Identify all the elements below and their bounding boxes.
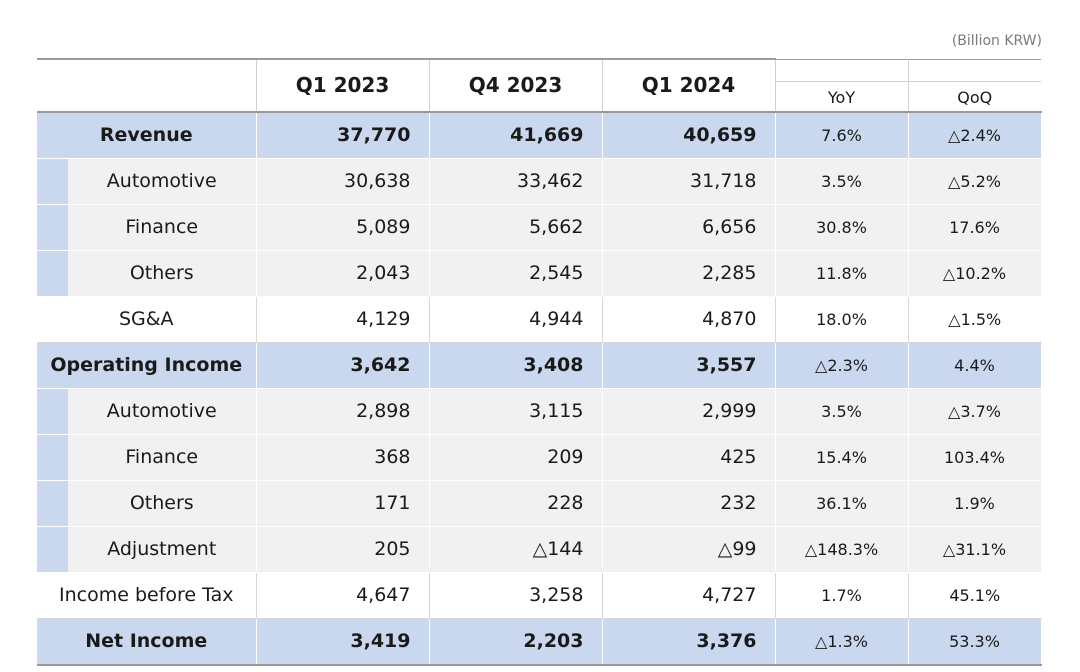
value-q1-2023: 368	[256, 434, 430, 481]
value-yoy: 7.6%	[775, 111, 909, 159]
value-yoy: △1.3%	[775, 618, 909, 666]
value-q1-2023: 2,898	[256, 388, 430, 435]
value-qoq: △10.2%	[908, 250, 1042, 297]
value-q4-2023: 4,944	[429, 296, 603, 343]
table-row: Finance 5,089 5,662 6,656 30.8% 17.6%	[37, 204, 1042, 251]
table-row: Net Income 3,419 2,203 3,376 △1.3% 53.3%	[37, 618, 1042, 666]
row-label: Automotive	[37, 158, 257, 205]
table-body: Revenue 37,770 41,669 40,659 7.6% △2.4% Automo…	[37, 111, 1042, 666]
value-q4-2023: 3,258	[429, 572, 603, 619]
table-row: Automotive 2,898 3,115 2,999 3.5% △3.7%	[37, 388, 1042, 435]
value-q1-2023: 30,638	[256, 158, 430, 205]
unit-label: (Billion KRW)	[951, 33, 1042, 49]
row-label: Income before Tax	[37, 572, 257, 619]
row-label: Revenue	[37, 111, 257, 159]
value-q4-2023: 3,115	[429, 388, 603, 435]
row-label: Automotive	[37, 388, 257, 435]
value-qoq: △1.5%	[908, 296, 1041, 343]
value-q1-2023: 2,043	[256, 250, 430, 297]
value-qoq: 1.9%	[908, 480, 1042, 527]
table-row: Others 171 228 232 36.1% 1.9%	[37, 480, 1042, 527]
value-qoq: 45.1%	[908, 572, 1041, 619]
value-q1-2024: 3,376	[602, 618, 776, 666]
table-row: Automotive 30,638 33,462 31,718 3.5% △5.2%	[37, 158, 1042, 205]
value-q1-2024: 40,659	[602, 111, 776, 159]
table-row: Finance 368 209 425 15.4% 103.4%	[37, 434, 1042, 481]
table-row: SG&A 4,129 4,944 4,870 18.0% △1.5%	[37, 296, 1041, 343]
value-q1-2023: 3,642	[256, 342, 430, 389]
row-label: SG&A	[37, 296, 257, 343]
value-q4-2023: 228	[429, 480, 603, 527]
header-qoq: QoQ	[908, 58, 1041, 113]
header-q1-2024: Q1 2024	[602, 58, 776, 113]
header-row: Q1 2023 Q4 2023 Q1 2024 YoY QoQ	[37, 58, 1041, 113]
row-label: Finance	[37, 204, 257, 251]
value-q1-2023: 37,770	[256, 111, 430, 159]
value-qoq: 103.4%	[908, 434, 1042, 481]
row-label: Others	[37, 250, 257, 297]
value-qoq: △5.2%	[908, 158, 1042, 205]
table-row: Adjustment 205 △144 △99 △148.3% △31.1%	[37, 526, 1042, 573]
value-yoy: 3.5%	[775, 158, 909, 205]
value-q4-2023: 3,408	[429, 342, 603, 389]
value-yoy: 11.8%	[775, 250, 909, 297]
row-label: Finance	[37, 434, 257, 481]
row-label: Adjustment	[37, 526, 257, 573]
value-q4-2023: 2,203	[429, 618, 603, 666]
value-yoy: △148.3%	[775, 526, 909, 573]
value-q1-2024: 2,999	[602, 388, 776, 435]
value-q1-2024: 425	[602, 434, 776, 481]
value-qoq: 4.4%	[908, 342, 1042, 389]
value-q4-2023: 33,462	[429, 158, 603, 205]
value-q1-2024: 2,285	[602, 250, 776, 297]
value-q1-2023: 205	[256, 526, 430, 573]
value-q1-2024: 3,557	[602, 342, 776, 389]
header-label-cell	[37, 58, 257, 113]
header-q1-2023: Q1 2023	[256, 58, 430, 113]
value-qoq: △3.7%	[908, 388, 1042, 435]
value-q4-2023: △144	[429, 526, 603, 573]
value-q1-2023: 4,647	[256, 572, 430, 619]
row-label: Operating Income	[37, 342, 257, 389]
financial-table: Q1 2023 Q4 2023 Q1 2024 YoY QoQ Revenue 3…	[37, 58, 1042, 666]
value-yoy: 3.5%	[775, 388, 909, 435]
value-yoy: 36.1%	[775, 480, 909, 527]
value-q1-2023: 3,419	[256, 618, 430, 666]
row-label: Others	[37, 480, 257, 527]
value-q1-2023: 171	[256, 480, 430, 527]
value-q1-2023: 4,129	[256, 296, 430, 343]
header-yoy: YoY	[775, 58, 909, 113]
value-q1-2024: 4,727	[602, 572, 776, 619]
row-label: Net Income	[37, 618, 257, 666]
header-q4-2023: Q4 2023	[429, 58, 603, 113]
value-qoq: △2.4%	[908, 111, 1042, 159]
value-yoy: 15.4%	[775, 434, 909, 481]
value-q1-2024: 6,656	[602, 204, 776, 251]
value-q1-2024: 31,718	[602, 158, 776, 205]
value-yoy: 18.0%	[775, 296, 909, 343]
value-q1-2024: 4,870	[602, 296, 776, 343]
value-q1-2024: △99	[602, 526, 776, 573]
value-q1-2024: 232	[602, 480, 776, 527]
value-qoq: 53.3%	[908, 618, 1042, 666]
value-yoy: 30.8%	[775, 204, 909, 251]
value-yoy: 1.7%	[775, 572, 909, 619]
table-row: Operating Income 3,642 3,408 3,557 △2.3% 4.4%	[37, 342, 1042, 389]
value-q4-2023: 41,669	[429, 111, 603, 159]
table-row: Revenue 37,770 41,669 40,659 7.6% △2.4%	[37, 111, 1042, 159]
value-qoq: △31.1%	[908, 526, 1042, 573]
value-q4-2023: 2,545	[429, 250, 603, 297]
value-yoy: △2.3%	[775, 342, 909, 389]
table-row: Income before Tax 4,647 3,258 4,727 1.7% 45.1…	[37, 572, 1041, 619]
value-q1-2023: 5,089	[256, 204, 430, 251]
table-row: Others 2,043 2,545 2,285 11.8% △10.2%	[37, 250, 1042, 297]
value-q4-2023: 209	[429, 434, 603, 481]
value-qoq: 17.6%	[908, 204, 1042, 251]
value-q4-2023: 5,662	[429, 204, 603, 251]
